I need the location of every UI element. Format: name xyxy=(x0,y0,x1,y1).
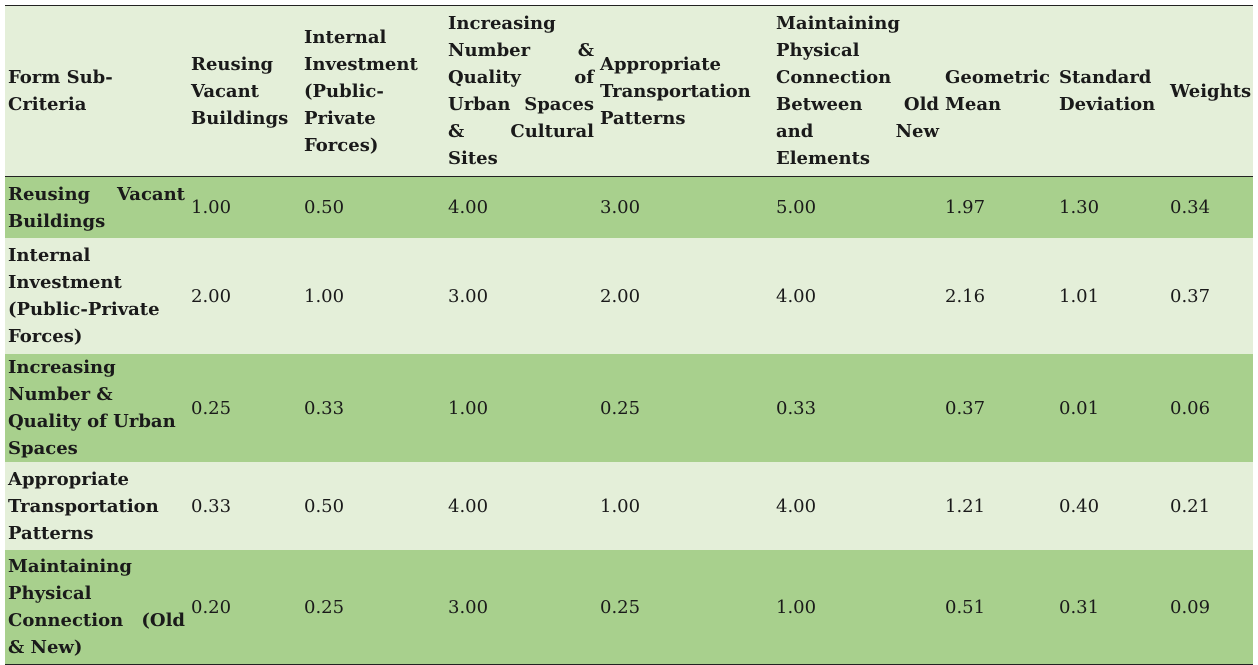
table-cell: 2.00 xyxy=(597,238,773,354)
table-cell: 0.31 xyxy=(1056,550,1167,665)
pairwise-comparison-table: Form Sub-Criteria Reusing Vacant Buildin… xyxy=(5,5,1253,665)
row-header: Reusing Vacant Buildings xyxy=(5,176,188,238)
table-cell: 1.00 xyxy=(597,462,773,550)
table-cell: 0.25 xyxy=(597,550,773,665)
row-header: Increasing Number & Quality of Urban Spa… xyxy=(5,354,188,462)
column-header: Weights xyxy=(1167,5,1253,177)
row-header: Appropriate Transportation Patterns xyxy=(5,462,188,550)
table-cell: 4.00 xyxy=(445,462,597,550)
table-cell: 0.37 xyxy=(942,354,1056,462)
table-row: Appropriate Transportation Patterns 0.33… xyxy=(5,462,1253,550)
table-cell: 0.34 xyxy=(1167,176,1253,238)
header-row: Form Sub-Criteria Reusing Vacant Buildin… xyxy=(5,5,1253,177)
table-cell: 3.00 xyxy=(597,176,773,238)
table-cell: 0.50 xyxy=(301,176,445,238)
table-row: Reusing Vacant Buildings 1.00 0.50 4.00 … xyxy=(5,176,1253,238)
table-cell: 1.00 xyxy=(301,238,445,354)
table-cell: 0.20 xyxy=(188,550,301,665)
table-cell: 1.30 xyxy=(1056,176,1167,238)
table-cell: 0.37 xyxy=(1167,238,1253,354)
table-cell: 2.00 xyxy=(188,238,301,354)
table-row: Increasing Number & Quality of Urban Spa… xyxy=(5,354,1253,462)
column-header: Reusing Vacant Buildings xyxy=(188,5,301,177)
column-header: Internal Investment (Public-Private Forc… xyxy=(301,5,445,177)
table-cell: 0.06 xyxy=(1167,354,1253,462)
table-cell: 2.16 xyxy=(942,238,1056,354)
table-row: Maintaining Physical Connection (Old & N… xyxy=(5,550,1253,665)
column-header: Increasing Number & Quality of Urban Spa… xyxy=(445,5,597,177)
column-header: Standard Deviation xyxy=(1056,5,1167,177)
column-header: Maintaining Physical Connection Between … xyxy=(773,5,942,177)
row-header: Internal Investment (Public-Private Forc… xyxy=(5,238,188,354)
table-cell: 0.40 xyxy=(1056,462,1167,550)
table-cell: 5.00 xyxy=(773,176,942,238)
table-cell: 1.21 xyxy=(942,462,1056,550)
table-cell: 0.33 xyxy=(188,462,301,550)
table-cell: 0.50 xyxy=(301,462,445,550)
column-header: Geometric Mean xyxy=(942,5,1056,177)
table-cell: 0.25 xyxy=(301,550,445,665)
table-cell: 0.01 xyxy=(1056,354,1167,462)
table-cell: 3.00 xyxy=(445,550,597,665)
table-cell: 1.00 xyxy=(773,550,942,665)
table-cell: 0.25 xyxy=(188,354,301,462)
table-cell: 1.00 xyxy=(445,354,597,462)
column-header: Form Sub-Criteria xyxy=(5,5,188,177)
table-cell: 4.00 xyxy=(773,238,942,354)
table-container: Form Sub-Criteria Reusing Vacant Buildin… xyxy=(5,5,1253,665)
table-cell: 3.00 xyxy=(445,238,597,354)
column-header: Appropriate Transportation Patterns xyxy=(597,5,773,177)
table-cell: 1.97 xyxy=(942,176,1056,238)
table-cell: 4.00 xyxy=(773,462,942,550)
table-cell: 0.21 xyxy=(1167,462,1253,550)
table-cell: 0.33 xyxy=(773,354,942,462)
table-cell: 4.00 xyxy=(445,176,597,238)
row-header: Maintaining Physical Connection (Old & N… xyxy=(5,550,188,665)
table-cell: 0.09 xyxy=(1167,550,1253,665)
table-cell: 1.00 xyxy=(188,176,301,238)
table-cell: 0.33 xyxy=(301,354,445,462)
table-row: Internal Investment (Public-Private Forc… xyxy=(5,238,1253,354)
table-cell: 0.51 xyxy=(942,550,1056,665)
table-cell: 0.25 xyxy=(597,354,773,462)
table-cell: 1.01 xyxy=(1056,238,1167,354)
